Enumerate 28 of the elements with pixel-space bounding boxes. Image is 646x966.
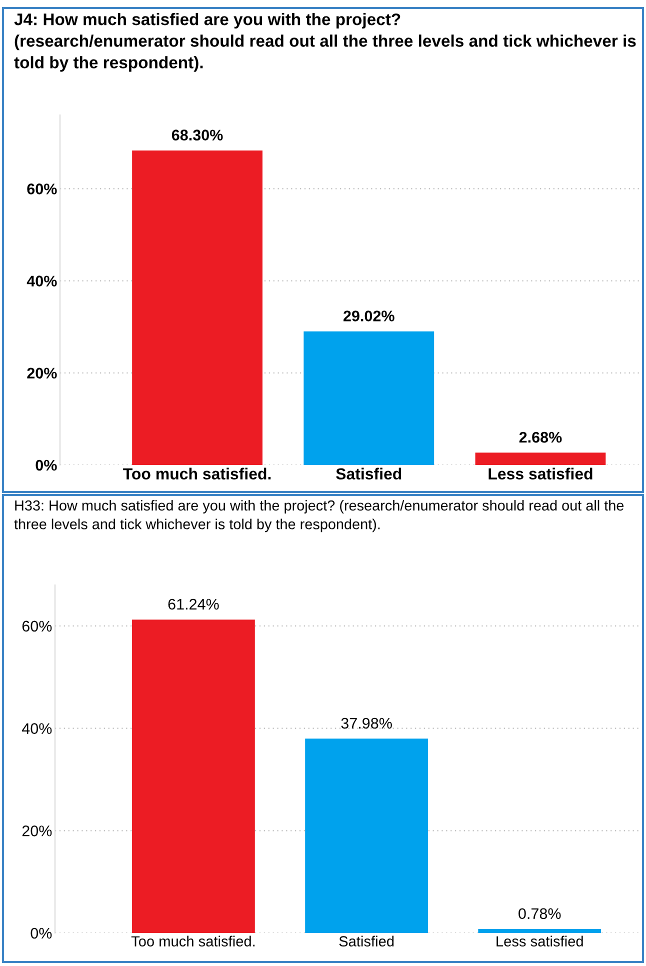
data-label: 29.02% <box>344 310 394 322</box>
x-tick-label: Too much satisfied. <box>131 936 255 946</box>
bar <box>132 620 255 933</box>
y-tick-label: 60% <box>27 184 57 194</box>
bar <box>304 331 434 465</box>
bar <box>132 150 262 465</box>
data-label: 0.78% <box>518 908 561 920</box>
chart-title: H33: How much satisfied are you with the project? (research/enumerator should read out all the three levels and tick whichever is told by the respondent). <box>14 500 624 532</box>
data-label: 2.68% <box>519 432 562 443</box>
y-tick-label: 40% <box>26 276 57 286</box>
x-tick-label: Too much satisfied. <box>123 468 271 480</box>
y-tick-label: 20% <box>27 368 57 379</box>
y-tick-label: 40% <box>22 723 52 734</box>
x-tick-label: Less satisfied <box>488 468 592 480</box>
chart-title: J4: How much satisfied are you with the project? (research/enumerator should read out all the three levels and tick whichever is told by the respondent). <box>14 13 636 72</box>
x-tick-label: Satisfied <box>336 468 402 480</box>
bar <box>478 929 602 933</box>
y-tick-label: 20% <box>22 826 52 836</box>
x-tick-label: Less satisfied <box>496 936 583 946</box>
bar <box>305 738 428 933</box>
y-tick-label: 60% <box>22 620 52 632</box>
bar <box>475 452 606 465</box>
x-tick-label: Satisfied <box>339 936 394 946</box>
y-tick-label: 0% <box>30 928 52 939</box>
data-label: 37.98% <box>341 718 392 729</box>
data-label: 68.30% <box>172 130 223 141</box>
y-tick-label: 0% <box>36 460 57 471</box>
data-label: 61.24% <box>168 598 219 610</box>
